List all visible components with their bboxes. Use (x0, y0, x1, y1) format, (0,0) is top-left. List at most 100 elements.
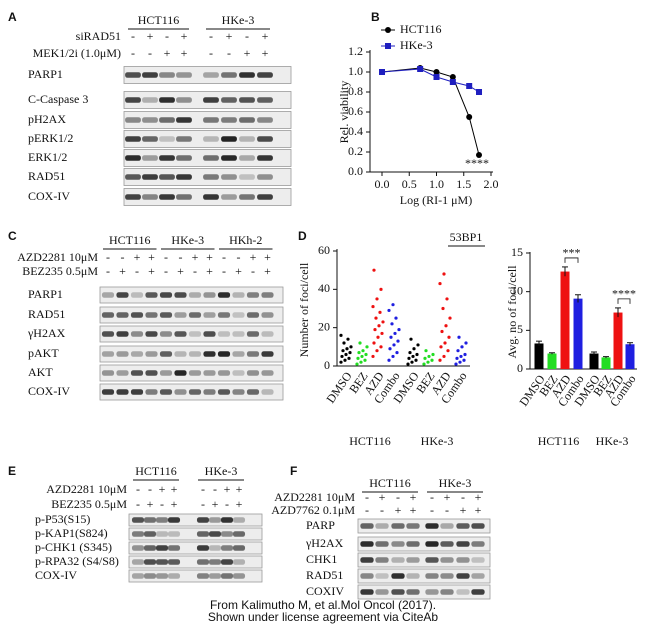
treatment-sign: - (209, 29, 213, 43)
blot-band (203, 97, 219, 103)
y-tick-label: 60 (318, 243, 330, 257)
group-label: HKe-3 (171, 233, 204, 247)
blot-band (217, 292, 231, 298)
treatment-sign: - (106, 264, 110, 278)
row-label: RAD51 (28, 307, 65, 321)
treatment-sign: + (226, 29, 233, 43)
data-point (342, 341, 346, 345)
data-point (457, 335, 461, 339)
blot-band (221, 194, 237, 200)
blot-band (203, 331, 216, 337)
blot-band (257, 174, 273, 180)
group-label: HCT116 (138, 13, 180, 27)
data-point (344, 352, 348, 357)
blot-band (174, 331, 187, 337)
blot-band (167, 573, 181, 579)
treatment-sign: - (148, 46, 152, 60)
treatment-sign: + (134, 250, 141, 264)
blot-band (188, 351, 202, 357)
blot-band (221, 97, 237, 103)
blot-band (440, 541, 454, 547)
blot-band (360, 557, 374, 563)
blot-band (188, 389, 202, 395)
treatment-sign: - (179, 250, 183, 264)
blot-band (159, 351, 173, 357)
treatment-label: BEZ235 0.5μM (51, 497, 127, 511)
bar (601, 357, 611, 369)
treatment-sign: + (250, 250, 257, 264)
blot-band (232, 351, 245, 357)
blot-band (203, 370, 216, 376)
data-point (380, 331, 384, 336)
data-point (463, 352, 467, 357)
data-point (423, 356, 427, 360)
blot-band (203, 194, 219, 200)
treatment-sign: + (235, 264, 242, 278)
treatment-label: AZD2281 10μM (46, 482, 127, 496)
blot-band (203, 136, 219, 142)
treatment-sign: - (213, 482, 217, 496)
data-point (393, 331, 397, 336)
blot-band (131, 545, 145, 551)
blot-band (159, 292, 173, 298)
blot-band (196, 517, 210, 523)
blot-band (131, 573, 145, 579)
blot-band (221, 117, 237, 123)
row-label: p-KAP1(S824) (35, 526, 108, 540)
blot-band (257, 194, 273, 200)
group-label: HKe-3 (205, 464, 238, 478)
blot-band (232, 292, 245, 298)
data-point (462, 358, 466, 362)
data-point (379, 287, 383, 291)
treatment-sign: + (264, 264, 271, 278)
blot-band (130, 292, 144, 298)
data-point (388, 347, 392, 351)
blot-band (142, 174, 158, 180)
blot-band (159, 389, 173, 395)
blot-band (261, 312, 274, 318)
blot-strip (99, 345, 284, 363)
blot-band (125, 155, 141, 161)
row-label: RAD51 (28, 169, 65, 183)
blot-band (101, 331, 115, 337)
panel-label: F (290, 464, 297, 478)
data-point (365, 345, 369, 349)
data-point (395, 350, 399, 355)
row-label: CHK1 (306, 552, 337, 566)
blot-band (143, 559, 157, 565)
panel-label: D (298, 229, 307, 243)
blot-band (220, 531, 234, 537)
row-label: γH2AX (305, 536, 344, 550)
data-point (361, 349, 365, 353)
treatment-sign: + (460, 503, 467, 517)
data-point (422, 362, 426, 366)
blot-band (208, 531, 222, 537)
series-line (381, 67, 480, 156)
row-label: C-Caspase 3 (28, 92, 88, 106)
blot-band (101, 351, 115, 357)
data-point (430, 358, 434, 362)
blot-band (145, 331, 158, 337)
blot-band (116, 312, 129, 318)
blot-band (220, 559, 234, 565)
significance-bracket (617, 298, 631, 304)
blot-band (375, 523, 389, 529)
blot-band (116, 331, 129, 337)
blot-band (425, 589, 439, 595)
data-point (448, 316, 452, 320)
data-point (442, 354, 446, 359)
treatment-sign: - (227, 46, 231, 60)
blot-band (375, 589, 389, 595)
blot-band (125, 72, 141, 78)
blot-band (391, 541, 405, 547)
bar (625, 344, 635, 369)
blot-band (176, 97, 192, 103)
treatment-sign: + (444, 490, 451, 504)
blot-band (239, 174, 255, 180)
panel-label: E (8, 464, 16, 478)
blot-band (159, 194, 175, 200)
group-label: HCT116 (135, 464, 177, 478)
blot-band (391, 523, 405, 529)
treatment-sign: + (181, 29, 188, 43)
blot-band (176, 174, 192, 180)
